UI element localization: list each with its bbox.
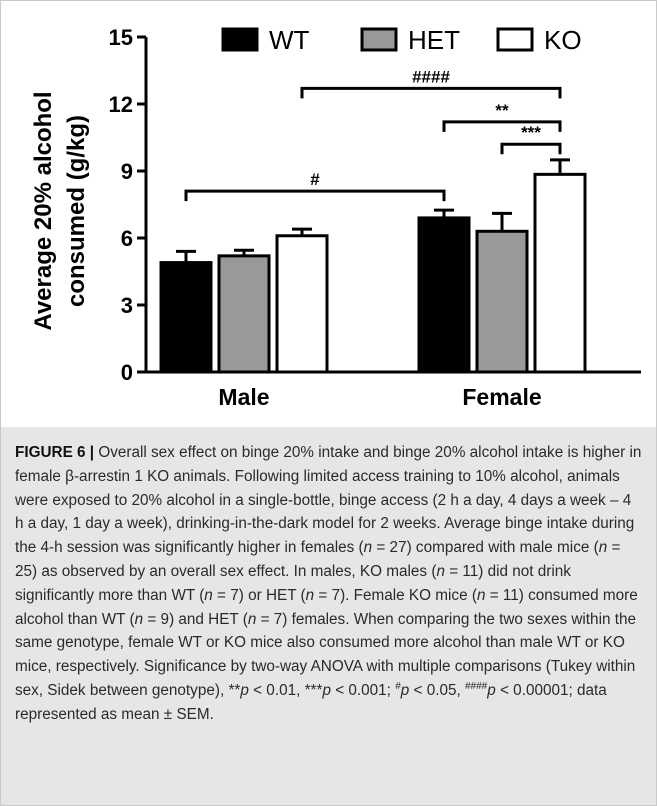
legend-swatch-het: [360, 27, 398, 52]
bar-het-female: [475, 229, 529, 374]
y-tick-label: 0: [121, 360, 133, 385]
x-category-label: Female: [462, 384, 541, 410]
bar-wt-female: [417, 216, 471, 374]
caption-run: Overall sex effect on binge 20% intake a…: [15, 444, 642, 557]
legend-label-het: HET: [408, 25, 460, 55]
significance-label: ####: [412, 67, 450, 86]
y-tick-label: 15: [109, 25, 133, 50]
caption-run: #: [395, 680, 401, 692]
significance-bracket: [184, 189, 446, 202]
caption-run: n: [247, 610, 257, 628]
caption-run: p: [240, 681, 249, 699]
significance-label: #: [310, 170, 320, 189]
caption-run: = 7) females. When comparing the two sex…: [15, 610, 636, 699]
caption-run: = 25) as observed by an overall sex effe…: [15, 539, 621, 580]
y-tick-label: 9: [121, 159, 133, 184]
caption-run: < 0.05,: [409, 681, 465, 699]
y-tick-label: 6: [121, 226, 133, 251]
chart-panel: 0 3 6 9 12 15 Average 20% alcohol consumed (g/k…: [1, 1, 656, 421]
figure-caption: FIGURE 6 | Overall sex effect on binge 2…: [15, 441, 643, 727]
bar-wt-male: [159, 261, 213, 374]
y-axis-title-line: consumed (g/kg): [63, 115, 90, 307]
caption-run: < 0.001;: [330, 681, 396, 699]
bar-ko-female: [533, 172, 587, 374]
caption-run: n: [436, 562, 445, 580]
legend-label-ko: KO: [544, 25, 582, 55]
caption-run: < 0.01, ***: [248, 681, 323, 699]
caption-run: n: [476, 586, 486, 604]
caption-run: n: [363, 539, 373, 557]
caption-run: p: [487, 681, 496, 699]
y-tick-label: 3: [121, 293, 133, 318]
y-axis-title-line: Average 20% alcohol: [30, 91, 57, 330]
caption-run: p: [400, 681, 410, 699]
caption-body: Overall sex effect on binge 20% intake a…: [15, 444, 641, 723]
legend-label-wt: WT: [269, 25, 310, 55]
caption-run: < 0.00001; data represented as mean ± SE…: [15, 681, 607, 723]
bar-het-male: [217, 254, 271, 374]
caption-run: = 9) and HET (: [143, 610, 248, 628]
bar-ko-male: [275, 234, 329, 374]
caption-run: n: [305, 586, 315, 604]
legend-swatch-wt: [221, 27, 259, 52]
caption-run: = 11) consumed more alcohol than WT (: [15, 586, 638, 628]
caption-run: = 7) or HET (: [212, 586, 306, 604]
caption-run: n: [598, 539, 608, 557]
legend-swatch-ko: [496, 27, 534, 52]
x-category-label: Male: [218, 384, 269, 410]
caption-run: n: [204, 586, 213, 604]
significance-bracket: [442, 120, 562, 132]
significance-bracket: [300, 86, 562, 99]
figure-label: FIGURE 6 |: [15, 444, 95, 461]
caption-run: ####: [464, 680, 488, 692]
caption-run: = 7). Female KO mice (: [314, 586, 477, 604]
bar-chart: 0 3 6 9 12 15 Average 20% alcohol consumed (g/k…: [30, 25, 641, 410]
caption-run: = 27) compared with male mice (: [372, 539, 599, 557]
caption-box: FIGURE 6 | Overall sex effect on binge 2…: [1, 427, 656, 805]
caption-run: = 11) did not drink significantly more t…: [15, 562, 571, 604]
significance-label: ***: [521, 123, 541, 142]
significance-bracket: [500, 142, 562, 155]
caption-run: p: [322, 681, 331, 699]
caption-run: n: [134, 610, 144, 628]
y-tick-label: 12: [109, 92, 133, 117]
significance-label: **: [495, 101, 509, 120]
y-axis-title: Average 20% alcohol consumed (g/kg): [30, 91, 90, 330]
